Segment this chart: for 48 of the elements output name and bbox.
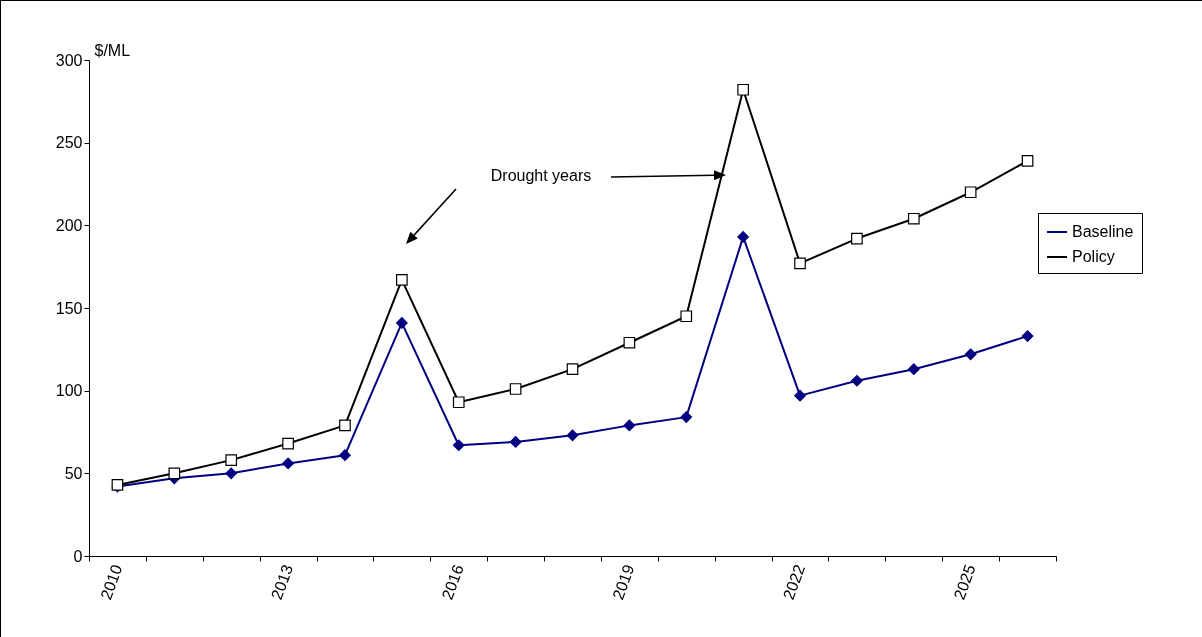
point [168,467,181,480]
x-tick-label: 2013 [267,562,297,602]
point [225,454,238,466]
point [851,374,863,387]
point [680,310,693,323]
y-tick-label: 0 [73,547,83,565]
point [396,274,408,286]
point [623,336,636,349]
point [851,232,863,245]
point [737,231,749,243]
y-tick-label: 50 [64,464,83,482]
point [964,348,977,361]
point [282,457,294,470]
point [566,429,579,442]
legend-label: Baseline [1072,223,1134,240]
annotation: Drought years [490,167,592,184]
x-tick-label: 2025 [950,562,979,602]
point [509,383,522,395]
point [509,436,522,448]
x-tick-label: 2016 [438,562,467,602]
point [1021,330,1034,342]
point [907,363,920,376]
point [907,212,920,225]
point [282,437,294,450]
x-tick-label: 2010 [97,562,126,602]
point [452,396,465,409]
point [794,257,806,270]
y-axis-title: $/ML [94,41,131,59]
y-tick-label: 250 [55,134,83,152]
point [452,439,465,452]
point [396,317,408,329]
point [623,419,636,432]
y-tick-label: 200 [55,216,83,234]
point [225,467,238,480]
x-tick-label: 2019 [609,562,638,602]
y-tick-label: 300 [55,51,83,69]
point [339,449,351,461]
point [964,186,977,199]
y-tick-label: 150 [55,299,83,317]
legend-label: Policy [1072,248,1115,265]
point [680,411,693,423]
point [794,389,806,402]
y-tick-label: 100 [55,382,83,400]
point [566,363,579,376]
point [737,83,749,96]
point [339,419,351,432]
x-tick-label: 2022 [779,562,809,602]
point [1021,155,1034,167]
